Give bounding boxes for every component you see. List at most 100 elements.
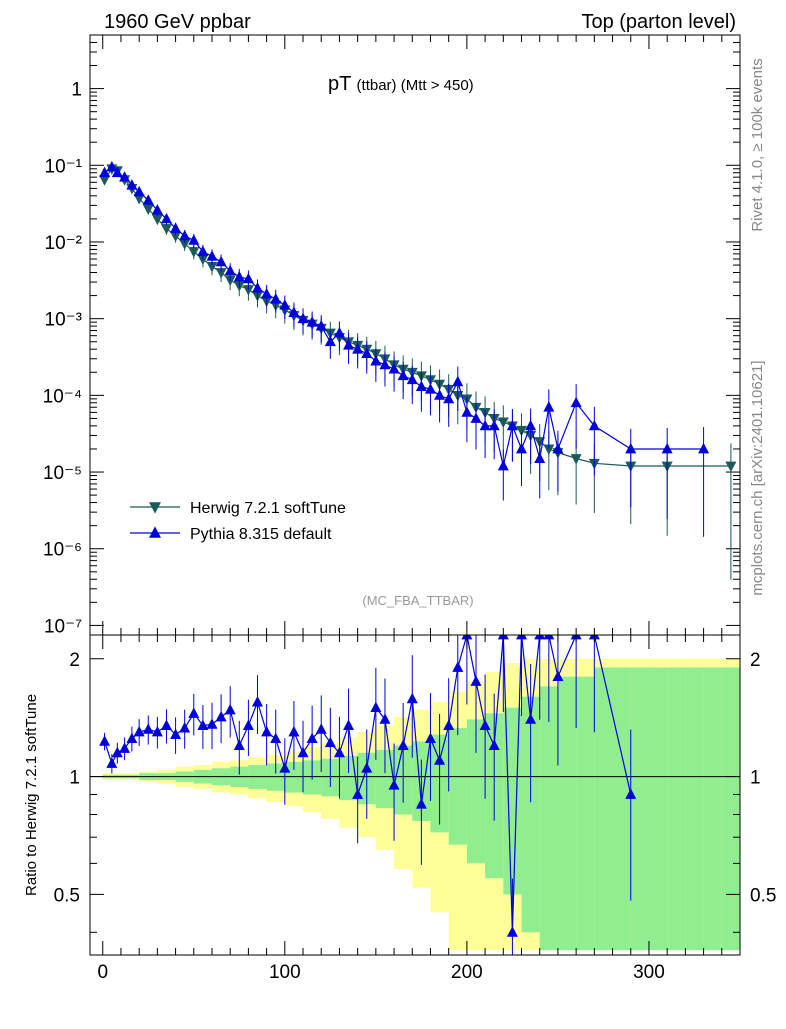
data-point <box>151 204 163 215</box>
ratio-point <box>206 718 218 729</box>
data-point <box>452 375 464 387</box>
data-point <box>188 234 200 245</box>
legend-marker-herwig <box>149 502 161 514</box>
ratio-point <box>252 696 264 707</box>
band-inner <box>648 667 668 951</box>
data-point <box>206 262 218 273</box>
ratio-point <box>525 713 537 724</box>
data-point <box>106 160 118 172</box>
data-point <box>725 461 737 473</box>
series-line-0 <box>104 168 731 467</box>
rivet-label: Rivet 4.1.0, ≥ 100k events <box>749 58 766 231</box>
ratio-point <box>352 788 364 799</box>
legend-marker-pythia <box>149 526 161 538</box>
ratio-point <box>133 725 145 737</box>
ratio-point <box>488 739 500 750</box>
data-point <box>151 214 163 225</box>
legend-label-herwig: Herwig 7.2.1 softTune <box>190 500 346 517</box>
ratio-y-tick-label: 0.5 <box>54 885 80 906</box>
data-point <box>160 224 172 235</box>
ratio-panel-frame <box>89 634 741 956</box>
data-point <box>497 417 509 428</box>
ratio-point <box>370 701 382 713</box>
data-point <box>179 229 191 241</box>
ratio-panel: 2 2 1 1 0.5 0.5 0 100 200 300 Ratio to Herwig 7.2… <box>23 634 776 983</box>
data-point <box>333 326 345 338</box>
ratio-y-tick-label: 2 <box>69 650 80 671</box>
y-tick-label: 1 <box>71 80 82 101</box>
band-inner <box>685 667 705 951</box>
header-left: 1960 GeV ppbar <box>104 11 251 33</box>
data-point <box>224 264 236 276</box>
ratio-point <box>424 732 436 744</box>
ratio-point <box>333 746 345 758</box>
data-point <box>160 212 172 224</box>
ratio-point <box>452 661 464 672</box>
band-inner <box>539 686 559 951</box>
band-inner <box>576 676 595 951</box>
data-point <box>470 412 482 423</box>
ratio-y-tick-label-right: 1 <box>750 768 761 789</box>
data-point <box>197 245 209 256</box>
data-point <box>242 285 254 296</box>
band-inner <box>448 728 468 845</box>
data-point <box>142 194 154 205</box>
ratio-point <box>288 725 300 737</box>
data-point <box>370 355 382 366</box>
ratio-point <box>160 719 172 730</box>
ratio-point <box>397 739 409 750</box>
data-point <box>388 363 400 374</box>
data-point <box>497 459 509 471</box>
title-sub: (ttbar) (Mtt > 450) <box>357 77 474 94</box>
data-point <box>661 442 673 454</box>
data-point <box>379 358 391 370</box>
main-ticks: 10⁻⁷ 10⁻⁶ 10⁻⁵ 10⁻⁴ 10⁻³ 10⁻² 10⁻¹ 1 <box>43 34 741 637</box>
data-point <box>443 392 455 404</box>
data-point <box>625 442 637 454</box>
ratio-point <box>106 757 118 768</box>
data-point <box>170 231 182 242</box>
ratio-point <box>379 713 391 724</box>
data-point <box>534 452 546 463</box>
ratio-point <box>443 719 455 730</box>
data-point <box>424 383 436 394</box>
data-point <box>270 293 282 304</box>
data-point <box>126 179 138 190</box>
data-point <box>506 419 518 431</box>
ratio-point <box>315 723 327 734</box>
legend-label-pythia: Pythia 8.315 default <box>190 526 332 543</box>
data-point <box>206 250 218 261</box>
x-tick-label: 0 <box>97 962 108 983</box>
ratio-point <box>479 719 491 730</box>
band-inner <box>594 667 614 951</box>
data-point <box>479 419 491 431</box>
data-point <box>343 339 355 350</box>
ratio-point <box>297 746 309 758</box>
data-point <box>570 396 582 408</box>
ratio-y-tick-label-right: 2 <box>750 650 761 671</box>
y-tick-label: 10⁻⁴ <box>43 386 82 407</box>
data-point <box>315 320 327 331</box>
data-point <box>397 369 409 381</box>
data-point <box>543 401 555 412</box>
header-right: Top (parton level) <box>581 11 736 33</box>
data-point <box>233 270 245 282</box>
y-tick-label: 10⁻⁶ <box>43 540 82 561</box>
data-point <box>552 442 564 454</box>
data-point <box>461 406 473 417</box>
ratio-point <box>625 788 637 799</box>
ratio-point <box>142 723 154 734</box>
band-inner <box>284 761 304 793</box>
main-panel: 10⁻⁷ 10⁻⁶ 10⁻⁵ 10⁻⁴ 10⁻³ 10⁻² 10⁻¹ 1 pT (ttbar)… <box>43 34 741 637</box>
band-inner <box>721 667 740 951</box>
data-point <box>99 175 111 186</box>
data-point <box>488 419 500 431</box>
x-tick-label: 200 <box>451 962 483 983</box>
band-inner <box>612 667 632 951</box>
ratio-point <box>470 675 482 686</box>
ratio-point <box>406 692 418 704</box>
data-point <box>361 347 373 359</box>
ratio-point <box>361 762 373 773</box>
y-tick-label: 10⁻² <box>45 233 83 254</box>
ratio-y-tick-label: 1 <box>69 768 80 789</box>
